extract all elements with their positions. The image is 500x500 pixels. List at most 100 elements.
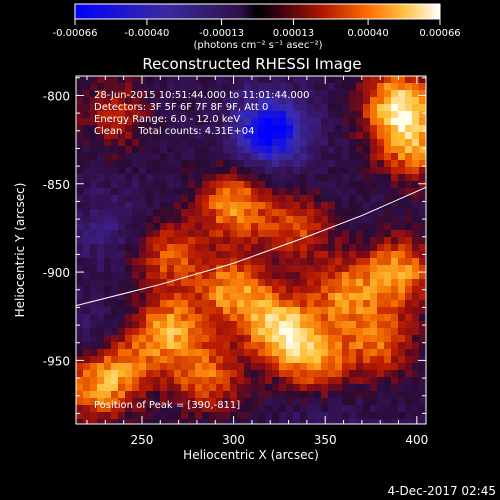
heatmap-pixel [160,174,167,181]
heatmap-pixel [216,335,223,342]
heatmap-pixel [195,419,202,424]
heatmap-pixel [363,342,370,349]
heatmap-pixel [97,125,104,132]
heatmap-pixel [132,335,139,342]
heatmap-pixel [97,111,104,118]
heatmap-pixel [104,363,111,370]
heatmap-pixel [419,349,426,356]
heatmap-pixel [342,181,349,188]
heatmap-pixel [209,300,216,307]
heatmap-pixel [132,398,139,405]
heatmap-pixel [419,97,426,104]
heatmap-pixel [293,377,300,384]
heatmap-pixel [398,307,405,314]
heatmap-pixel [279,349,286,356]
heatmap-pixel [244,181,251,188]
heatmap-pixel [139,391,146,398]
heatmap-pixel [139,321,146,328]
heatmap-pixel [202,412,209,419]
heatmap-pixel [293,321,300,328]
heatmap-pixel [335,258,342,265]
heatmap-pixel [356,104,363,111]
heatmap-pixel [195,272,202,279]
heatmap-pixel [363,237,370,244]
heatmap-pixel [370,286,377,293]
heatmap-pixel [97,118,104,125]
heatmap-pixel [181,377,188,384]
heatmap-pixel [216,230,223,237]
heatmap-pixel [251,216,258,223]
heatmap-pixel [97,104,104,111]
heatmap-pixel [419,272,426,279]
heatmap-pixel [363,139,370,146]
heatmap-pixel [139,419,146,424]
heatmap-pixel [377,153,384,160]
heatmap-pixel [370,90,377,97]
heatmap-pixel [167,188,174,195]
heatmap-pixel [405,370,412,377]
heatmap-pixel [265,90,272,97]
heatmap-pixel [104,349,111,356]
heatmap-pixel [286,258,293,265]
heatmap-pixel [349,286,356,293]
heatmap-pixel [335,363,342,370]
heatmap-pixel [356,118,363,125]
heatmap-pixel [286,216,293,223]
heatmap-pixel [139,412,146,419]
heatmap-pixel [321,97,328,104]
heatmap-pixel [377,300,384,307]
heatmap-pixel [307,167,314,174]
heatmap-pixel [104,314,111,321]
heatmap-pixel [314,377,321,384]
heatmap-pixel [83,335,90,342]
heatmap-pixel [265,286,272,293]
heatmap-pixel [370,104,377,111]
heatmap-pixel [216,405,223,412]
heatmap-pixel [237,328,244,335]
heatmap-pixel [419,412,426,419]
heatmap-pixel [111,104,118,111]
heatmap-pixel [307,104,314,111]
heatmap-pixel [384,342,391,349]
heatmap-pixel [328,265,335,272]
heatmap-pixel [237,398,244,405]
heatmap-pixel [279,377,286,384]
heatmap-pixel [118,349,125,356]
heatmap-pixel [279,209,286,216]
heatmap-pixel [216,188,223,195]
heatmap-pixel [314,419,321,424]
heatmap-pixel [335,230,342,237]
heatmap-pixel [90,349,97,356]
heatmap-pixel [307,349,314,356]
heatmap-pixel [167,384,174,391]
y-tick-label: -900 [43,266,70,280]
heatmap-pixel [300,349,307,356]
heatmap-pixel [139,139,146,146]
heatmap-pixel [335,384,342,391]
heatmap-pixel [307,251,314,258]
heatmap-pixel [251,328,258,335]
heatmap-pixel [314,349,321,356]
heatmap-pixel [286,419,293,424]
heatmap-pixel [293,384,300,391]
heatmap-pixel [139,377,146,384]
heatmap-pixel [370,384,377,391]
heatmap-pixel [237,286,244,293]
heatmap-pixel [174,293,181,300]
heatmap-pixel [223,139,230,146]
heatmap-pixel [328,167,335,174]
heatmap-pixel [286,76,293,83]
heatmap-pixel [181,160,188,167]
heatmap-pixel [272,160,279,167]
heatmap-pixel [132,251,139,258]
heatmap-pixel [195,76,202,83]
heatmap-pixel [167,195,174,202]
heatmap-pixel [314,223,321,230]
heatmap-pixel [188,230,195,237]
heatmap-pixel [97,76,104,83]
heatmap-pixel [146,244,153,251]
heatmap-pixel [307,195,314,202]
heatmap-pixel [111,363,118,370]
heatmap-pixel [111,188,118,195]
heatmap-pixel [335,272,342,279]
